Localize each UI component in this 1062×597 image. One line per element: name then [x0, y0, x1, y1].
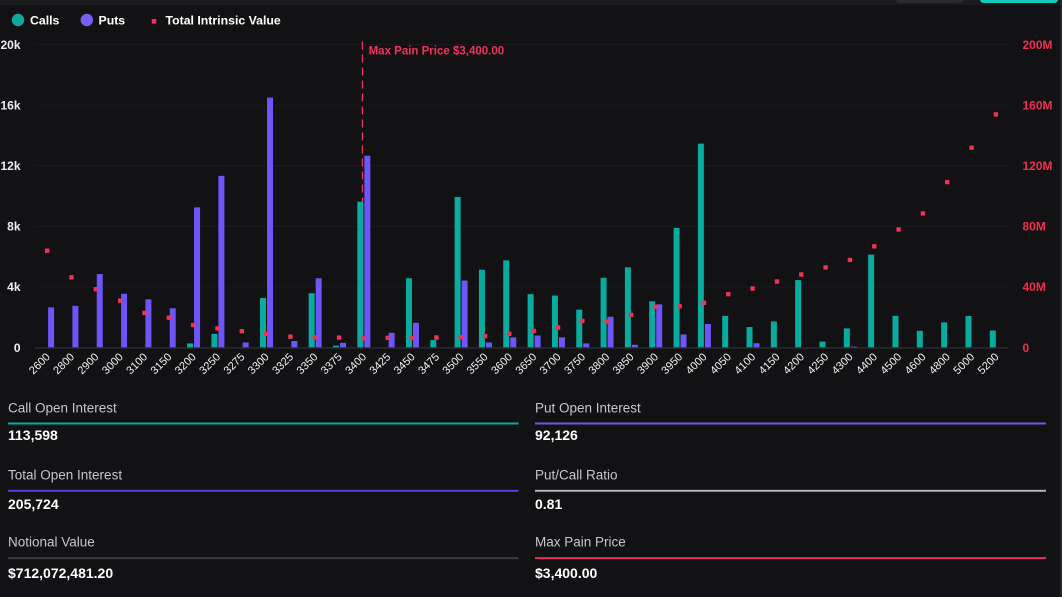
svg-text:113,598: 113,598	[8, 427, 58, 443]
svg-text:160M: 160M	[1023, 98, 1053, 112]
svg-text:12k: 12k	[0, 159, 20, 173]
svg-text:0: 0	[1023, 341, 1030, 355]
svg-text:16k: 16k	[0, 98, 20, 112]
svg-text:0.81: 0.81	[535, 496, 562, 512]
svg-text:Put Open Interest: Put Open Interest	[535, 401, 641, 416]
svg-text:Max Pain Price $3,400.00: Max Pain Price $3,400.00	[369, 46, 505, 58]
svg-text:80M: 80M	[1023, 220, 1046, 234]
svg-text:205,724: 205,724	[8, 496, 59, 512]
svg-text:40M: 40M	[1023, 280, 1046, 294]
svg-text:$3,400.00: $3,400.00	[535, 565, 597, 581]
svg-text:8k: 8k	[7, 220, 21, 234]
svg-text:Total Intrinsic Value: Total Intrinsic Value	[166, 14, 281, 28]
svg-text:Puts: Puts	[99, 14, 126, 28]
svg-text:120M: 120M	[1023, 159, 1053, 173]
svg-text:200M: 200M	[1023, 38, 1053, 52]
svg-text:Calls: Calls	[30, 14, 60, 28]
svg-text:Call Open Interest: Call Open Interest	[8, 401, 117, 416]
svg-text:20k: 20k	[0, 38, 20, 52]
svg-text:Max Pain Price: Max Pain Price	[535, 535, 626, 550]
svg-text:92,126: 92,126	[535, 427, 578, 443]
svg-text:Put/Call Ratio: Put/Call Ratio	[535, 468, 618, 483]
svg-text:0: 0	[14, 341, 21, 355]
svg-text:$712,072,481.20: $712,072,481.20	[8, 565, 113, 581]
svg-text:4k: 4k	[7, 280, 21, 294]
svg-text:Total Open Interest: Total Open Interest	[8, 468, 122, 483]
svg-text:Notional Value: Notional Value	[8, 535, 95, 550]
